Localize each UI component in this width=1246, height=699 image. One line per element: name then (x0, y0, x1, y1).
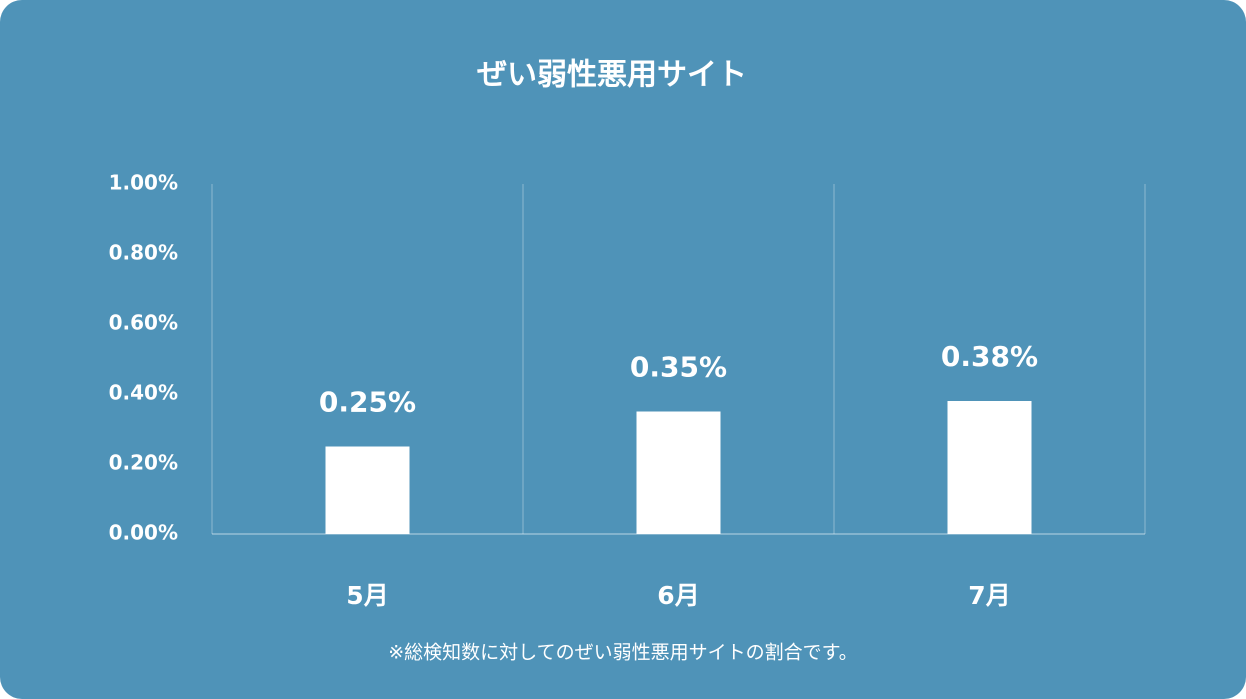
y-tick-label: 0.60% (109, 311, 178, 335)
x-tick-label: 7月 (968, 581, 1010, 610)
y-tick-label: 1.00% (109, 171, 178, 195)
bar (947, 401, 1032, 534)
value-label: 0.38% (941, 340, 1038, 373)
value-label: 0.25% (319, 386, 416, 419)
y-tick-label: 0.40% (109, 381, 178, 405)
y-tick-label: 0.80% (109, 241, 178, 265)
footnote: ※総検知数に対してのぜい弱性悪用サイトの割合です。 (388, 642, 857, 664)
bar (325, 446, 410, 534)
y-tick-label: 0.00% (109, 521, 178, 545)
x-tick-label: 6月 (657, 581, 699, 610)
value-label: 0.35% (630, 351, 727, 384)
chart-title: ぜい弱性悪用サイト (477, 58, 747, 93)
bar (636, 411, 721, 534)
x-tick-label: 5月 (346, 581, 388, 610)
y-tick-label: 0.20% (109, 451, 178, 475)
